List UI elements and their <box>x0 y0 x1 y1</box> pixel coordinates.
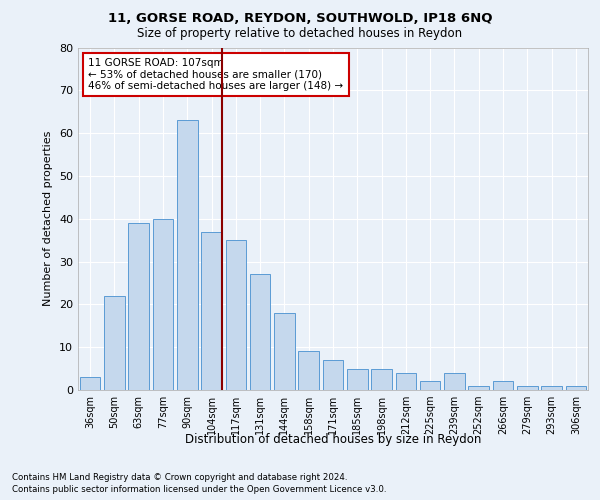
Bar <box>80 377 100 390</box>
Bar <box>298 352 319 390</box>
Bar <box>226 240 246 390</box>
Text: Contains public sector information licensed under the Open Government Licence v3: Contains public sector information licen… <box>12 485 386 494</box>
Text: 11 GORSE ROAD: 107sqm
← 53% of detached houses are smaller (170)
46% of semi-det: 11 GORSE ROAD: 107sqm ← 53% of detached … <box>88 58 343 91</box>
Bar <box>541 386 562 390</box>
Bar <box>493 382 514 390</box>
Bar <box>444 373 465 390</box>
Y-axis label: Number of detached properties: Number of detached properties <box>43 131 53 306</box>
Bar <box>152 219 173 390</box>
Bar <box>371 368 392 390</box>
Bar <box>128 223 149 390</box>
Bar <box>323 360 343 390</box>
Bar <box>517 386 538 390</box>
Bar <box>177 120 197 390</box>
Bar <box>347 368 368 390</box>
Text: Distribution of detached houses by size in Reydon: Distribution of detached houses by size … <box>185 432 481 446</box>
Bar <box>250 274 271 390</box>
Bar <box>201 232 222 390</box>
Bar <box>274 313 295 390</box>
Text: 11, GORSE ROAD, REYDON, SOUTHWOLD, IP18 6NQ: 11, GORSE ROAD, REYDON, SOUTHWOLD, IP18 … <box>108 12 492 26</box>
Bar <box>420 382 440 390</box>
Bar <box>469 386 489 390</box>
Bar <box>104 296 125 390</box>
Bar <box>395 373 416 390</box>
Text: Size of property relative to detached houses in Reydon: Size of property relative to detached ho… <box>137 28 463 40</box>
Bar <box>566 386 586 390</box>
Text: Contains HM Land Registry data © Crown copyright and database right 2024.: Contains HM Land Registry data © Crown c… <box>12 472 347 482</box>
